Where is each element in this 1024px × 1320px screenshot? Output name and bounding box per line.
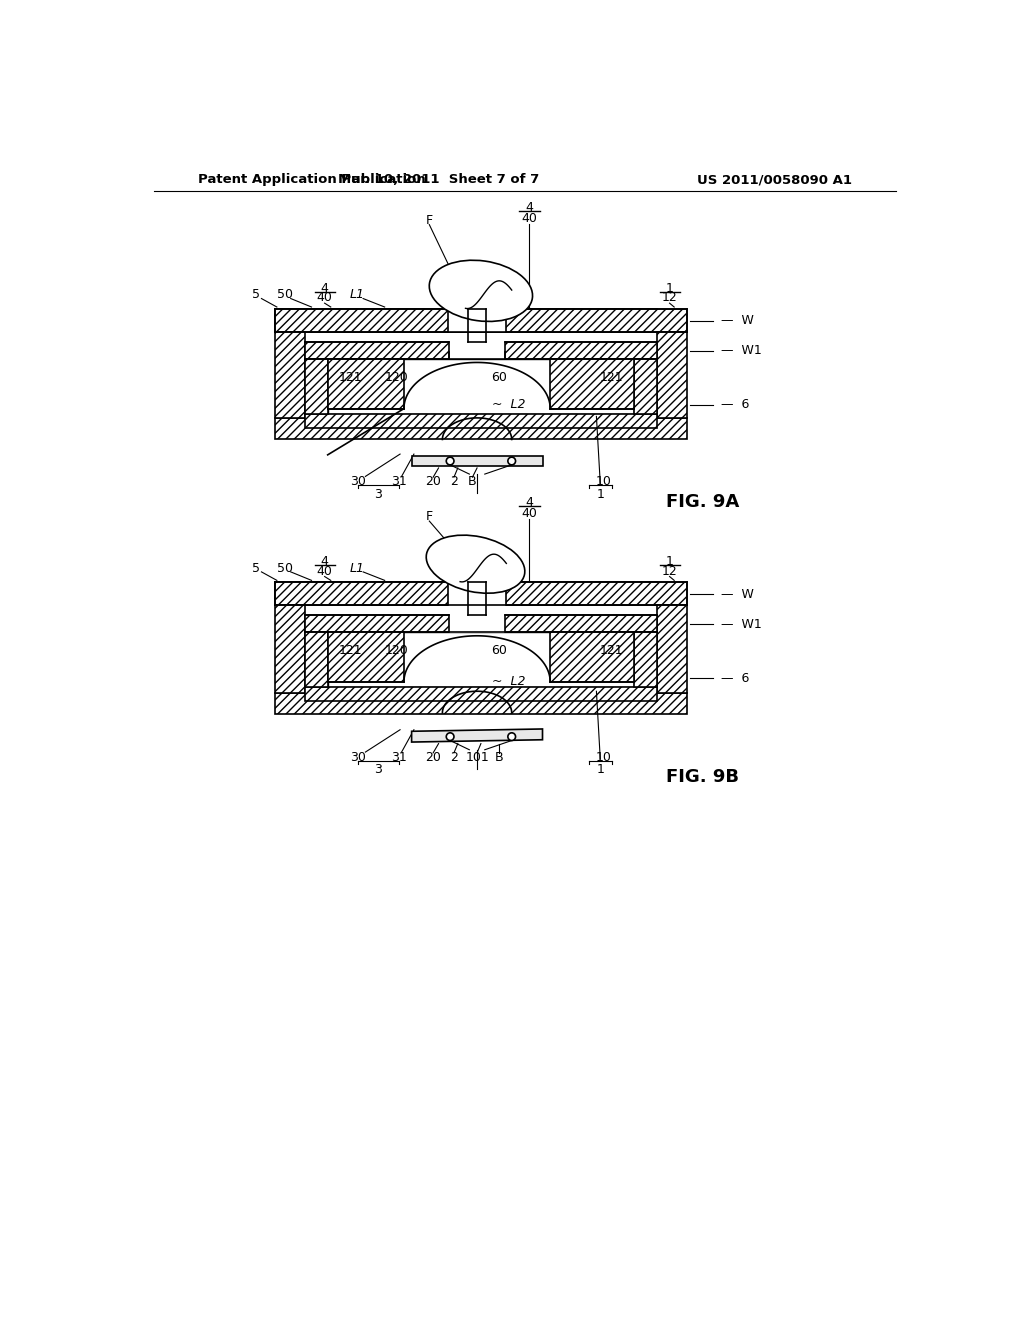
Text: 40: 40 — [316, 565, 333, 578]
Text: —  W: — W — [721, 314, 754, 327]
Text: 3: 3 — [375, 487, 382, 500]
Text: US 2011/0058090 A1: US 2011/0058090 A1 — [696, 173, 852, 186]
Text: 10: 10 — [595, 751, 611, 764]
Text: 20: 20 — [425, 475, 441, 488]
Text: —  W1: — W1 — [721, 618, 762, 631]
Text: 120: 120 — [385, 371, 409, 384]
Text: 60: 60 — [490, 371, 507, 384]
Text: F: F — [426, 510, 433, 523]
Bar — [657, 632, 664, 688]
Bar — [657, 331, 686, 418]
Text: 5: 5 — [252, 561, 260, 574]
Text: 31: 31 — [390, 751, 407, 764]
Text: 4: 4 — [525, 201, 534, 214]
Bar — [304, 414, 657, 428]
Bar — [328, 632, 403, 682]
Text: 4: 4 — [321, 282, 329, 296]
Bar — [328, 359, 403, 409]
Bar — [275, 582, 657, 605]
Bar — [304, 359, 328, 414]
Text: ~  L2: ~ L2 — [493, 399, 526, 411]
Bar — [657, 605, 686, 693]
Bar — [275, 418, 686, 440]
Text: B: B — [495, 751, 503, 764]
Text: 121: 121 — [339, 371, 362, 384]
Text: —  6: — 6 — [721, 399, 750, 412]
Text: L1: L1 — [349, 288, 365, 301]
Text: 121: 121 — [599, 371, 623, 384]
Bar — [304, 632, 328, 688]
Text: —  6: — 6 — [721, 672, 750, 685]
Bar — [634, 359, 657, 414]
Text: 4: 4 — [525, 496, 534, 510]
Text: ~  L2: ~ L2 — [493, 676, 526, 688]
Bar — [328, 632, 634, 688]
Circle shape — [508, 457, 515, 465]
Text: 121: 121 — [599, 644, 623, 657]
Text: Mar. 10, 2011  Sheet 7 of 7: Mar. 10, 2011 Sheet 7 of 7 — [338, 173, 540, 186]
Text: 40: 40 — [521, 213, 538, 224]
Bar — [450, 614, 505, 632]
Text: 40: 40 — [316, 292, 333, 305]
Text: 1: 1 — [666, 556, 674, 569]
Text: 120: 120 — [385, 644, 409, 657]
Text: 121: 121 — [339, 644, 362, 657]
Text: Patent Application Publication: Patent Application Publication — [199, 173, 426, 186]
Bar — [447, 581, 506, 606]
Bar — [450, 341, 505, 359]
Text: 50: 50 — [276, 561, 293, 574]
Circle shape — [446, 457, 454, 465]
Bar — [550, 359, 634, 409]
Bar — [304, 359, 328, 414]
Ellipse shape — [429, 260, 532, 322]
Bar — [275, 331, 304, 418]
Text: 30: 30 — [350, 475, 367, 488]
Text: 40: 40 — [521, 507, 538, 520]
Text: 30: 30 — [350, 751, 367, 764]
Text: 1: 1 — [596, 763, 604, 776]
Text: 1: 1 — [596, 487, 604, 500]
Circle shape — [508, 733, 515, 741]
Bar — [412, 455, 543, 466]
Text: 10: 10 — [595, 475, 611, 488]
Polygon shape — [412, 729, 543, 742]
Text: L1: L1 — [349, 561, 365, 574]
Bar — [275, 309, 657, 331]
Bar — [275, 693, 686, 714]
Bar — [275, 582, 686, 605]
Text: 2: 2 — [450, 475, 458, 488]
Bar — [634, 632, 657, 688]
Ellipse shape — [426, 535, 525, 593]
Bar — [304, 632, 328, 688]
Text: —  W1: — W1 — [721, 345, 762, 358]
Text: —  W: — W — [721, 587, 754, 601]
Circle shape — [446, 733, 454, 741]
Text: F: F — [426, 214, 433, 227]
Text: 12: 12 — [662, 292, 678, 305]
Text: 50: 50 — [276, 288, 293, 301]
Bar — [657, 359, 664, 414]
Bar — [550, 632, 634, 682]
Text: 3: 3 — [375, 763, 382, 776]
Text: FIG. 9B: FIG. 9B — [666, 768, 738, 787]
Text: 5: 5 — [252, 288, 260, 301]
Bar — [447, 308, 506, 333]
Text: FIG. 9A: FIG. 9A — [666, 492, 739, 511]
Bar — [275, 309, 686, 331]
Text: 2: 2 — [450, 751, 458, 764]
Bar — [328, 359, 634, 414]
Text: 4: 4 — [321, 556, 329, 569]
Bar — [275, 605, 304, 693]
Text: 20: 20 — [425, 751, 441, 764]
Text: 31: 31 — [390, 475, 407, 488]
Bar — [304, 615, 657, 632]
Text: 60: 60 — [490, 644, 507, 657]
Text: 1: 1 — [666, 282, 674, 296]
Text: B: B — [468, 475, 477, 488]
Text: 101: 101 — [465, 751, 488, 764]
Bar — [304, 342, 657, 359]
Text: 12: 12 — [662, 565, 678, 578]
Bar — [304, 688, 657, 701]
